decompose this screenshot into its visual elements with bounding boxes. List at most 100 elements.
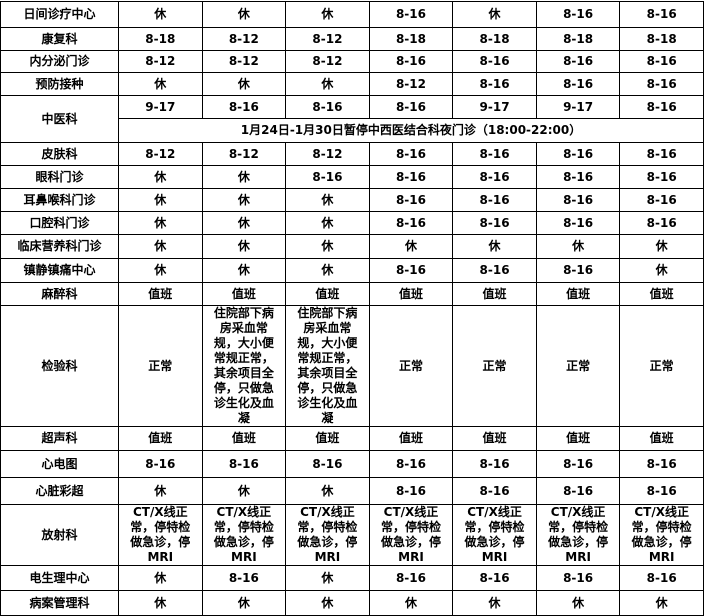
- schedule-cell: 8-16: [368, 165, 454, 189]
- schedule-cell: 8-16: [285, 95, 370, 119]
- schedule-cell: 8-18: [452, 27, 537, 51]
- schedule-cell: 9-17: [118, 95, 203, 119]
- schedule-cell: 休: [285, 211, 370, 235]
- schedule-cell: 8-16: [452, 258, 537, 283]
- schedule-cell: 休: [201, 165, 287, 189]
- table-row: 心脏彩超休休休 8-16 8-16 8-16 8-16: [0, 477, 704, 505]
- schedule-cell: 休: [285, 188, 370, 212]
- schedule-cell: 休: [201, 211, 287, 235]
- table-row: 皮肤科 8-12 8-12 8-12 8-16 8-16 8-16 8-16: [0, 142, 704, 166]
- schedule-cell: 值班: [201, 282, 287, 306]
- schedule-cell: 正常: [619, 305, 704, 427]
- schedule-cell: 8-16: [619, 211, 704, 235]
- schedule-cell: 休: [201, 590, 287, 616]
- department: 病案管理科: [0, 590, 119, 616]
- schedule-cell: 休: [118, 188, 203, 212]
- table-row: 心电图 8-16 8-16 8-16 8-16 8-16 8-16 8-16: [0, 450, 704, 478]
- schedule-cell: 8-16: [452, 450, 537, 478]
- department: 心电图: [0, 450, 119, 478]
- table-row: 放射科 CT/X线正常，停特检做急诊，停MRI CT/X线正常，停特检做急诊，停MR…: [0, 504, 704, 566]
- schedule-cell: 8-12: [201, 142, 287, 166]
- schedule-cell: 正常: [535, 305, 621, 427]
- table-row: 预防接种休休休 8-12 8-16 8-16 8-16: [0, 72, 704, 96]
- schedule-cell: 休: [118, 211, 203, 235]
- schedule-cell: CT/X线正常，停特检做急诊，停MRI: [285, 504, 370, 566]
- schedule-cell: 8-18: [535, 27, 621, 51]
- schedule-cell: 8-16: [535, 1, 621, 28]
- department: 临床营养科门诊: [0, 234, 119, 259]
- schedule-cell: 休: [285, 477, 370, 505]
- schedule-cell: 值班: [285, 426, 370, 451]
- table-row: 麻醉科 值班 值班 值班 值班 值班 值班 值班: [0, 282, 704, 306]
- schedule-cell: 值班: [118, 426, 203, 451]
- department: 镇静镇痛中心: [0, 258, 119, 283]
- schedule-cell: 8-16: [368, 258, 454, 283]
- schedule-cell: 休: [118, 72, 203, 96]
- schedule-cell: 8-16: [619, 95, 704, 119]
- schedule-cell: 8-12: [201, 50, 287, 73]
- schedule-cell: 8-16: [619, 72, 704, 96]
- table-row: 临床营养科门诊休休休休休休休: [0, 234, 704, 259]
- schedule-cell: 值班: [285, 282, 370, 306]
- schedule-cell: 住院部下病房采血常规，大小便常规正常，其余项目全停，只做急诊生化及血凝: [201, 305, 287, 427]
- schedule-cell: 8-16: [452, 565, 537, 591]
- table-row: 检验科 正常 住院部下病房采血常规，大小便常规正常，其余项目全停，只做急诊生化及血凝…: [0, 305, 704, 427]
- department: 眼科门诊: [0, 165, 119, 189]
- schedule-cell: CT/X线正常，停特检做急诊，停MRI: [535, 504, 621, 566]
- schedule-cell: 8-16: [368, 142, 454, 166]
- schedule-cell: 休: [201, 234, 287, 259]
- schedule-cell: 8-16: [452, 50, 537, 73]
- schedule-cell: 8-16: [619, 565, 704, 591]
- schedule-cell: 休: [285, 234, 370, 259]
- schedule-cell: 8-16: [535, 258, 621, 283]
- schedule-cell: 8-16: [285, 165, 370, 189]
- schedule-cell: 8-16: [452, 188, 537, 212]
- schedule-cell: CT/X线正常，停特检做急诊，停MRI: [452, 504, 537, 566]
- schedule-cell: 休: [452, 590, 537, 616]
- schedule-cell: 8-16: [452, 211, 537, 235]
- schedule-cell: 8-16: [452, 477, 537, 505]
- schedule-cell: 8-16: [118, 450, 203, 478]
- schedule-cell: CT/X线正常，停特检做急诊，停MRI: [201, 504, 287, 566]
- schedule-cell: 8-16: [368, 477, 454, 505]
- department: 放射科: [0, 504, 119, 566]
- schedule-cell: 休: [285, 72, 370, 96]
- schedule-cell: 休: [201, 258, 287, 283]
- table-row: 病案管理科休休休休休休休: [0, 590, 704, 616]
- table-row: 中医科 9-17 8-16 8-16 8-16 9-17 9-17 8-16: [0, 95, 704, 143]
- schedule-cell: 8-12: [285, 50, 370, 73]
- schedule-cell: 值班: [452, 282, 537, 306]
- schedule-cell: 休: [201, 1, 287, 28]
- schedule-cell: 休: [285, 1, 370, 28]
- schedule-cell: 8-16: [368, 211, 454, 235]
- department: 预防接种: [0, 72, 119, 96]
- department: 皮肤科: [0, 142, 119, 166]
- department: 康复科: [0, 27, 119, 51]
- note-cell: 1月24日-1月30日暂停中西医结合科夜门诊（18:00-22:00）: [118, 118, 704, 143]
- schedule-cell: 8-16: [619, 450, 704, 478]
- schedule-cell: 8-16: [535, 477, 621, 505]
- department: 心脏彩超: [0, 477, 119, 505]
- schedule-cell: 8-16: [368, 565, 454, 591]
- schedule-cell: 休: [201, 72, 287, 96]
- schedule-cell: 值班: [535, 282, 621, 306]
- schedule-cell: 9-17: [452, 95, 537, 119]
- schedule-cell: 8-16: [619, 188, 704, 212]
- schedule-cell: 8-16: [452, 72, 537, 96]
- schedule-cell: 8-16: [452, 142, 537, 166]
- department: 电生理中心: [0, 565, 119, 591]
- schedule-cell: 8-12: [368, 72, 454, 96]
- schedule-cell: 8-16: [368, 95, 454, 119]
- schedule-cell: 休: [118, 590, 203, 616]
- table-row: 内分泌门诊 8-12 8-12 8-12 8-16 8-16 8-16 8-16: [0, 50, 704, 73]
- schedule-cell: 休: [118, 234, 203, 259]
- schedule-cell: 值班: [368, 282, 454, 306]
- department: 内分泌门诊: [0, 50, 119, 73]
- schedule-cell: 8-12: [118, 50, 203, 73]
- schedule-cell: 休: [368, 234, 454, 259]
- schedule-cell: 8-18: [118, 27, 203, 51]
- schedule-cell: 8-16: [368, 188, 454, 212]
- department: 耳鼻喉科门诊: [0, 188, 119, 212]
- department: 麻醉科: [0, 282, 119, 306]
